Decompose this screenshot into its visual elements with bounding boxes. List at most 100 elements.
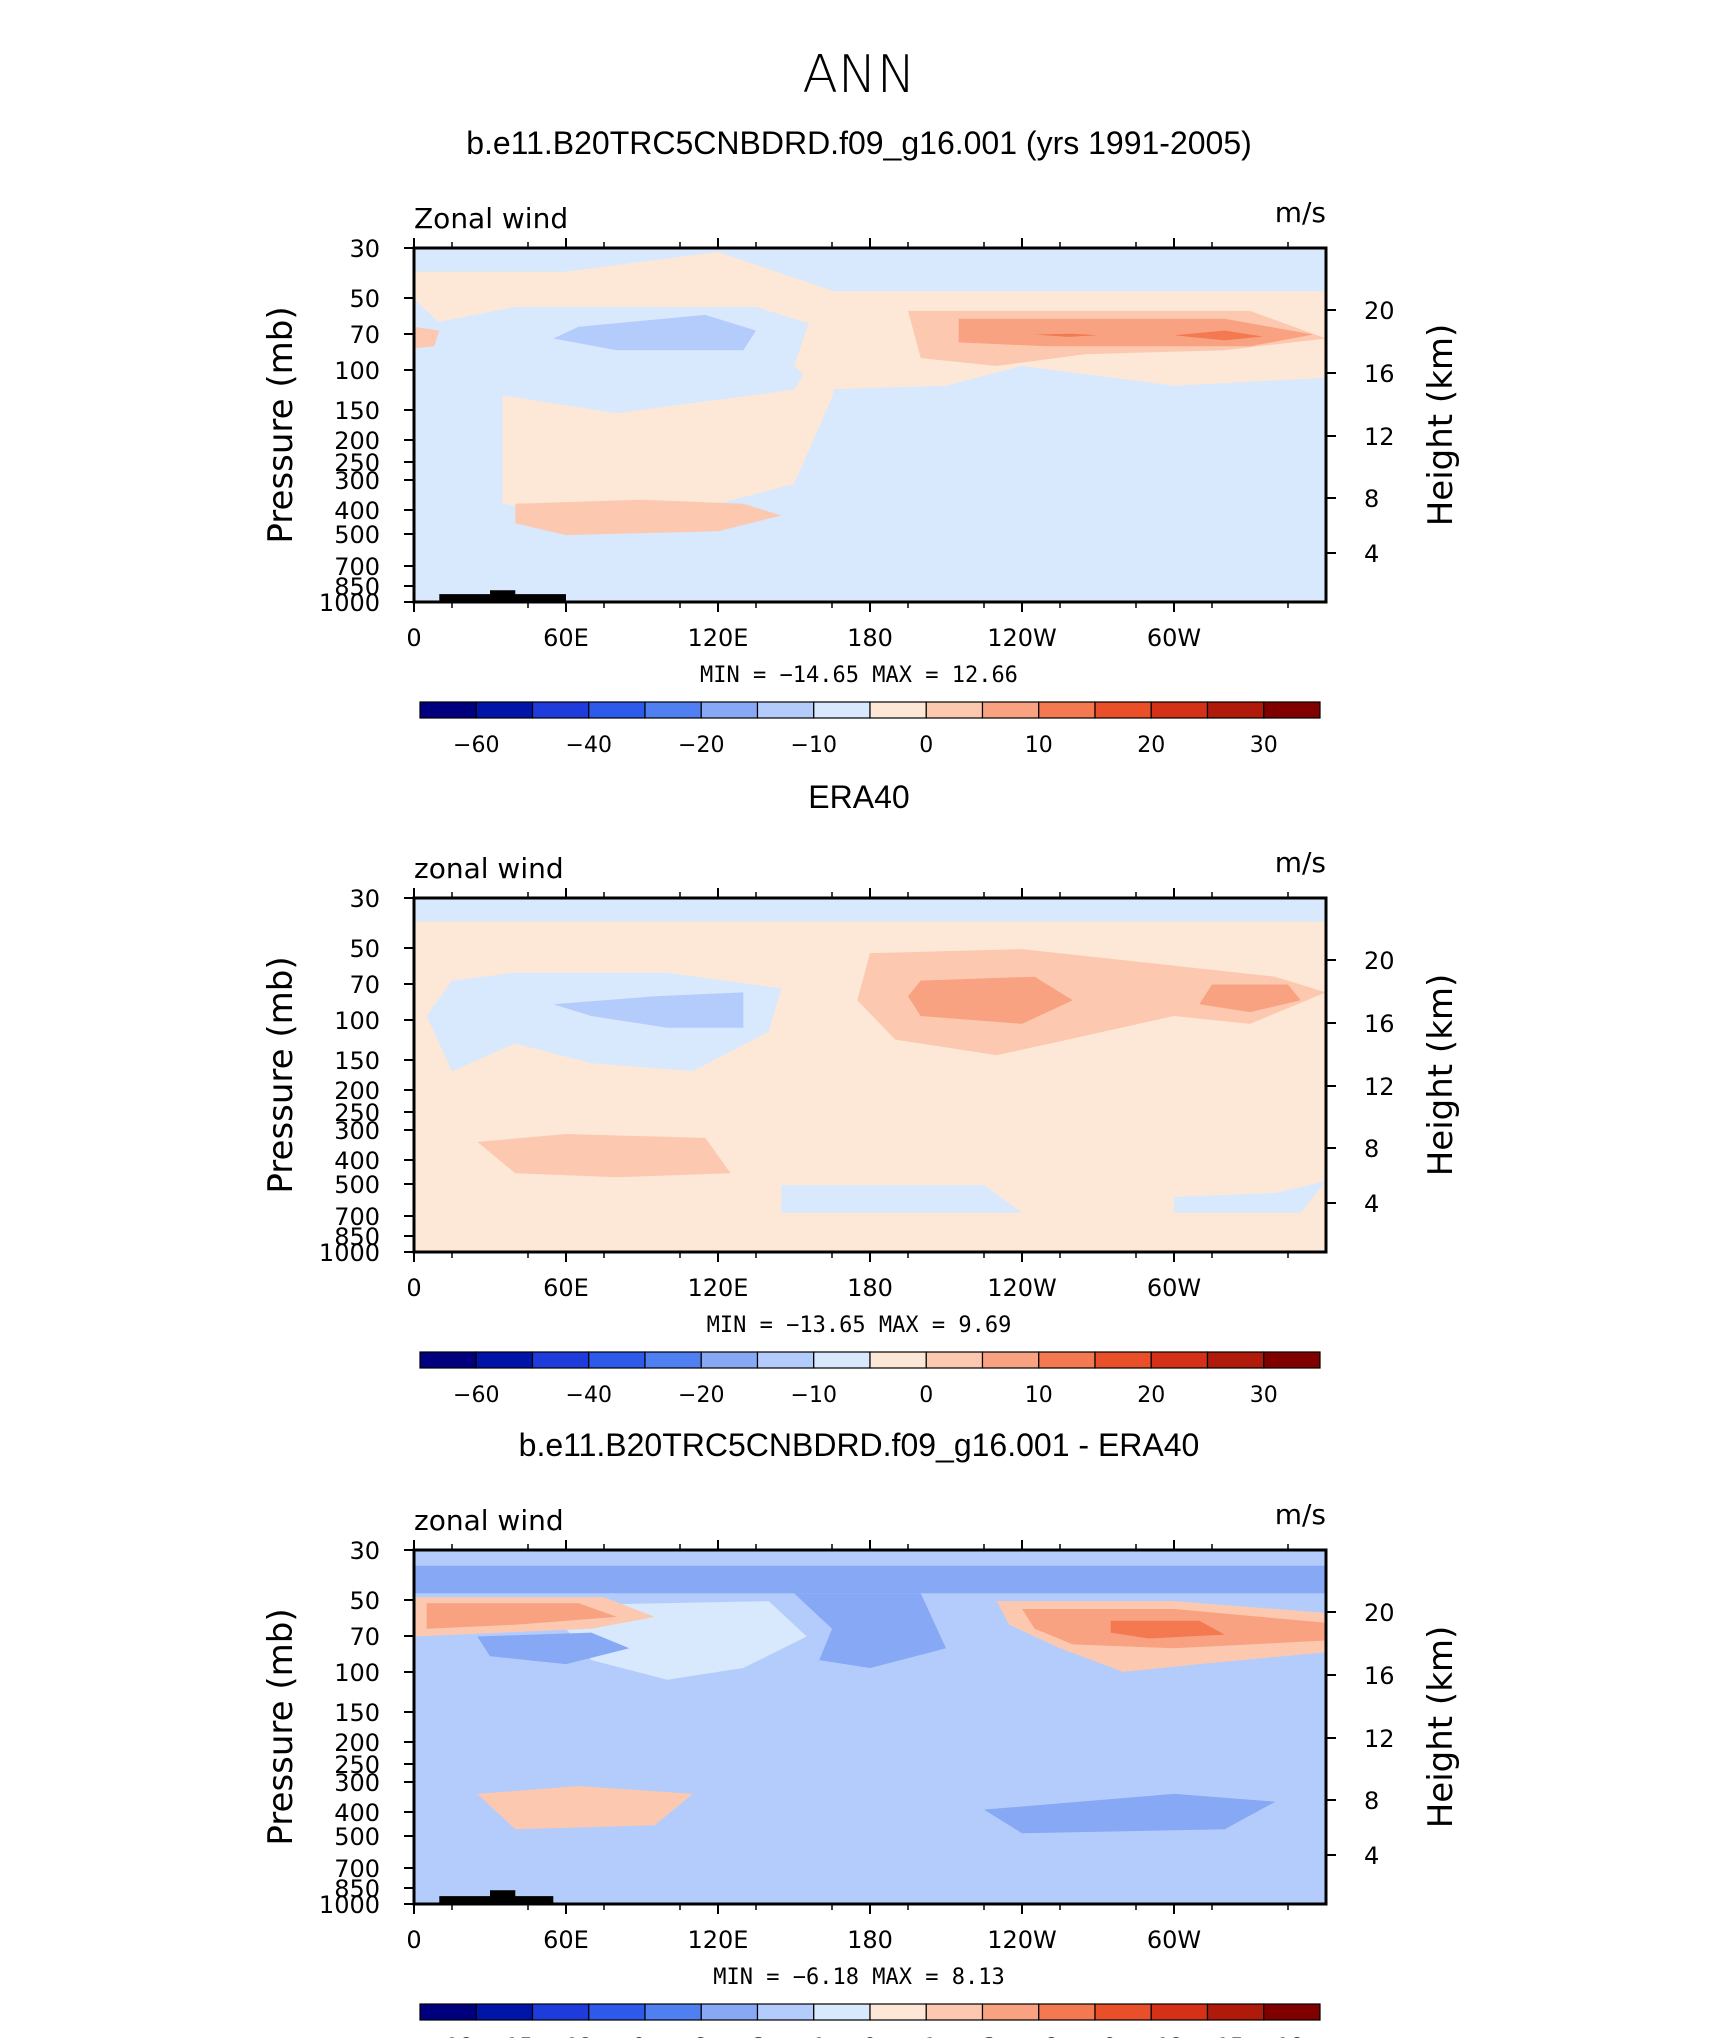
y-tick-label: 150: [334, 1047, 380, 1075]
contour-region: [984, 1793, 1276, 1834]
colorbar-label: 15: [1216, 2035, 1244, 2038]
colorbar-box: [419, 1351, 477, 1369]
colorbar-label: 1: [923, 2035, 937, 2038]
colorbar-box: [419, 701, 477, 719]
y-tick-label: 100: [334, 1659, 380, 1687]
contour-region: [1199, 984, 1301, 1013]
contour-region: [1034, 333, 1098, 337]
colorbar-box: [813, 1351, 871, 1369]
colorbar-label: 20: [1137, 1383, 1165, 1408]
colorbar-box: [869, 1351, 927, 1369]
panels: b.e11.B20TRC5CNBDRD.f09_g16.001 (yrs 199…: [261, 125, 1461, 2038]
colorbar-box: [700, 1351, 759, 1369]
y-tick-label-right: 12: [1364, 1725, 1395, 1753]
y-axis-label-right: Height (km): [1421, 1626, 1461, 1829]
colorbar-box: [1038, 2003, 1096, 2021]
colorbar-label: −1: [794, 2035, 826, 2038]
x-tick-label: 0: [406, 1926, 421, 1954]
colorbar-box: [981, 2003, 1040, 2021]
y-tick-label-right: 4: [1364, 1190, 1379, 1218]
colorbar-label: 20: [1137, 733, 1165, 758]
y-tick-label-right: 16: [1364, 1010, 1395, 1038]
terrain-mask: [439, 590, 566, 602]
x-tick-label: 60W: [1147, 1926, 1201, 1954]
colorbar-box: [813, 2003, 871, 2021]
y-tick-label: 700: [334, 1203, 380, 1231]
y-tick-label: 500: [334, 1823, 380, 1851]
colorbar-box: [1150, 1351, 1209, 1369]
colorbar-label: 30: [1250, 733, 1278, 758]
x-tick-label: 60W: [1147, 624, 1201, 652]
y-tick-label: 1000: [319, 1891, 380, 1919]
colorbar-box: [925, 701, 984, 719]
colorbar-label: −60: [453, 733, 499, 758]
colorbar-label: −6: [674, 2035, 706, 2038]
colorbar-box: [700, 2003, 759, 2021]
colorbar-box: [1038, 701, 1096, 719]
y-tick-label: 30: [349, 885, 380, 913]
plot-area: [414, 898, 1326, 1252]
y-tick-label-right: 16: [1364, 1662, 1395, 1690]
min-max-stats: MIN = −14.65 MAX = 12.66: [700, 663, 1018, 688]
y-tick-label: 250: [334, 1099, 380, 1127]
x-tick-label: 60E: [543, 1274, 589, 1302]
x-tick-label: 180: [847, 1926, 893, 1954]
x-tick-label: 0: [406, 624, 421, 652]
colorbar-label: 0: [863, 2035, 877, 2038]
contour-region: [477, 1786, 693, 1830]
x-tick-label: 60E: [543, 1926, 589, 1954]
y-tick-label-right: 4: [1364, 540, 1379, 568]
contour-region: [414, 1565, 1326, 1594]
colorbar-box: [644, 2003, 702, 2021]
plot-area: [414, 1550, 1326, 1904]
y-tick-label-right: 16: [1364, 360, 1395, 388]
colorbar-box: [1094, 701, 1152, 719]
colorbar-box: [1206, 2003, 1265, 2021]
page-title: ANN: [802, 45, 915, 105]
contour-region: [857, 949, 1326, 1056]
colorbar-box: [644, 701, 702, 719]
colorbar-box: [981, 1351, 1040, 1369]
contour-region: [1174, 1181, 1326, 1213]
colorbar-box: [1150, 701, 1209, 719]
y-tick-label: 850: [334, 573, 380, 601]
colorbar-box: [1094, 2003, 1152, 2021]
y-axis-label-right: Height (km): [1421, 324, 1461, 527]
colorbar-box: [531, 1351, 590, 1369]
y-axis-label-right: Height (km): [1421, 974, 1461, 1177]
colorbar-label: −40: [566, 1383, 612, 1408]
y-tick-label: 70: [349, 971, 380, 999]
y-tick-label: 200: [334, 427, 380, 455]
colorbar-box: [1206, 1351, 1265, 1369]
y-axis-label: Pressure (mb): [261, 306, 301, 543]
y-tick-label-right: 20: [1364, 297, 1395, 325]
x-tick-label: 60W: [1147, 1274, 1201, 1302]
contour-region: [781, 1185, 1022, 1213]
contour-region: [908, 976, 1073, 1024]
colorbar-box: [1038, 1351, 1096, 1369]
contour-region: [414, 898, 1326, 922]
colorbar-box: [756, 1351, 815, 1369]
colorbar-box: [644, 1351, 702, 1369]
colorbar-box: [531, 701, 590, 719]
y-tick-label: 300: [334, 467, 380, 495]
colorbar-box: [1263, 1351, 1321, 1369]
y-axis-label: Pressure (mb): [261, 956, 301, 1193]
colorbar-label: −10: [791, 1383, 837, 1408]
y-tick-label-right: 8: [1364, 485, 1379, 513]
colorbar-box: [1263, 701, 1321, 719]
panel-title: ERA40: [808, 779, 909, 815]
x-tick-label: 0: [406, 1274, 421, 1302]
y-tick-label: 250: [334, 449, 380, 477]
x-tick-label: 120W: [987, 1274, 1057, 1302]
left-string: zonal wind: [414, 1504, 564, 1537]
colorbar-box: [981, 701, 1040, 719]
colorbar-box: [925, 1351, 984, 1369]
contour-region: [426, 1603, 617, 1629]
y-tick-label: 300: [334, 1769, 380, 1797]
x-tick-label: 120E: [688, 1926, 749, 1954]
colorbar-label: −3: [734, 2035, 766, 2038]
contour-region: [553, 314, 756, 351]
colorbar-label: 30: [1250, 1383, 1278, 1408]
colorbar-box: [700, 701, 759, 719]
